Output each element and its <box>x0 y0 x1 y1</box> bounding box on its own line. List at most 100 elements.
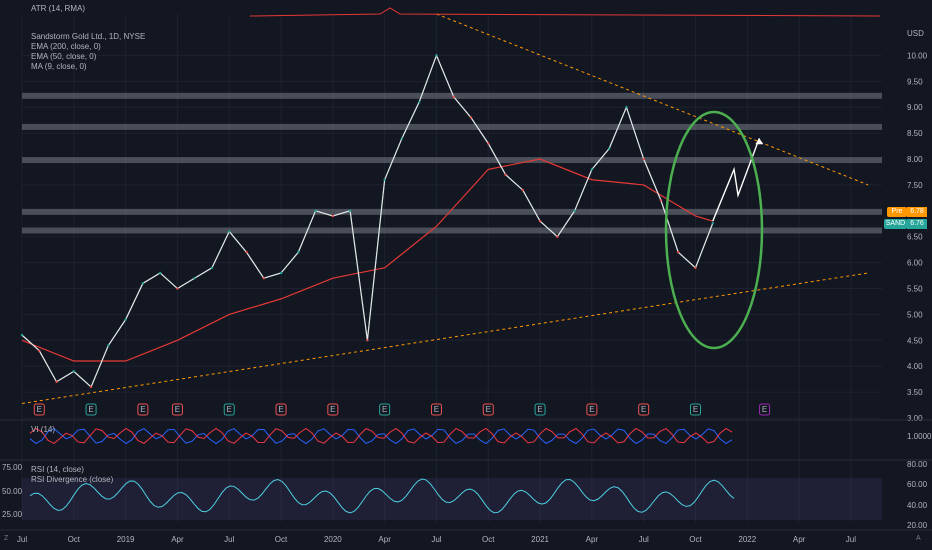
price-point <box>659 199 663 202</box>
price-point <box>89 385 93 389</box>
trend-line <box>21 272 869 404</box>
pre-price: 6.78 <box>907 207 927 217</box>
price-point <box>228 230 231 233</box>
price-point <box>331 214 335 218</box>
projection-arrow <box>712 138 760 222</box>
indicator-panels: 1.0000 75.00 50.00 25.00 80.00 60.00 40.00 20.0… <box>0 7 932 531</box>
rsi-right-tick: 40.00 <box>907 501 928 510</box>
earnings-marker <box>33 403 45 416</box>
ema200-line <box>21 158 713 362</box>
arrow-head <box>755 138 764 145</box>
rsi-right-tick: 20.00 <box>907 521 928 530</box>
y-tick-label: 3.50 <box>907 388 923 397</box>
price-point <box>193 276 196 280</box>
y-tick-label: 4.50 <box>907 336 923 345</box>
atr-line <box>249 7 881 17</box>
price-lines <box>20 53 714 389</box>
y-tick-label: 3.00 <box>907 414 923 423</box>
y-tick-label: 4.00 <box>907 362 923 371</box>
earnings-marker <box>586 403 598 416</box>
price-point <box>314 209 317 213</box>
price-point <box>245 251 248 254</box>
price-point <box>556 235 559 238</box>
earnings-marker <box>689 403 701 416</box>
price-point <box>279 271 283 275</box>
price-point <box>400 137 404 140</box>
x-tick-label: Oct <box>68 535 81 544</box>
legend-ema200: EMA (200, close, 0) <box>31 42 101 51</box>
currency-label: USD <box>907 29 924 38</box>
timezone-icon[interactable]: Z <box>4 535 9 542</box>
horizontal-levels <box>22 92 882 234</box>
x-tick-label: 2022 <box>738 535 756 544</box>
level-band <box>22 208 882 215</box>
x-tick-label: Oct <box>482 535 495 544</box>
earnings-marker-label: E <box>140 405 145 414</box>
earnings-marker <box>430 403 442 416</box>
x-tick-label: Jul <box>431 535 441 544</box>
earnings-marker-label: E <box>641 405 646 414</box>
price-point <box>124 318 127 321</box>
x-tick-label: 2020 <box>324 535 342 544</box>
y-tick-label: 6.00 <box>907 259 923 268</box>
rsi-left-tick: 50.00 <box>2 487 23 496</box>
price-point <box>607 147 611 150</box>
price-point <box>504 173 507 176</box>
x-tick-label: Apr <box>793 535 806 544</box>
earnings-marker <box>171 403 183 416</box>
price-point <box>20 333 24 337</box>
price-point <box>469 116 473 119</box>
x-tick-label: 2021 <box>531 535 549 544</box>
vi-minus-line <box>29 427 733 445</box>
vi-label: VI (14) <box>31 425 56 434</box>
x-tick-label: 2019 <box>117 535 135 544</box>
earnings-marker <box>759 403 771 416</box>
earnings-marker-label: E <box>486 405 491 414</box>
price-point <box>452 95 455 99</box>
price-point <box>417 100 421 104</box>
earnings-marker-label: E <box>175 405 180 414</box>
level-band <box>22 92 882 99</box>
earnings-marker <box>379 403 391 416</box>
earnings-marker <box>85 403 97 416</box>
price-point <box>642 157 645 161</box>
price-point <box>176 287 179 290</box>
earnings-marker <box>275 403 287 416</box>
legend: Sandstorm Gold Ltd., 1D, NYSE EMA (200, … <box>31 32 145 72</box>
price-point <box>262 276 265 280</box>
price-point <box>366 339 369 342</box>
auto-scale-icon[interactable]: A <box>916 535 921 542</box>
x-tick-label: Apr <box>586 535 599 544</box>
level-band <box>22 157 882 164</box>
price-point <box>158 271 162 275</box>
level-band <box>22 227 882 234</box>
vi-tick: 1.0000 <box>907 432 932 441</box>
x-tick-label: Apr <box>171 535 184 544</box>
earnings-marker <box>327 403 339 416</box>
y-tick-label: 5.50 <box>907 285 923 294</box>
x-tick-label: Oct <box>275 535 288 544</box>
x-tick-label: Jul <box>639 535 649 544</box>
price-point <box>210 266 214 269</box>
earnings-marker <box>223 403 235 416</box>
x-tick-label: Oct <box>689 535 702 544</box>
y-tick-label: 9.50 <box>907 77 923 86</box>
rsi-label: RSI (14, close) <box>31 465 84 474</box>
earnings-marker <box>482 403 494 416</box>
x-tick-label: Jul <box>17 535 27 544</box>
price-point <box>711 222 714 225</box>
price-point <box>141 282 145 285</box>
price-point <box>521 188 525 192</box>
earnings-marker-label: E <box>693 405 698 414</box>
earnings-marker-label: E <box>227 405 232 414</box>
price-point <box>383 178 386 181</box>
price-point <box>297 251 300 254</box>
price-point <box>348 209 352 213</box>
y-tick-label: 5.00 <box>907 310 923 319</box>
price-point <box>573 209 576 213</box>
legend-ma9: MA (9, close, 0) <box>31 62 87 71</box>
earnings-marker-label: E <box>537 405 542 414</box>
rsi-left-tick: 75.00 <box>2 463 23 472</box>
earnings-marker <box>534 403 546 416</box>
